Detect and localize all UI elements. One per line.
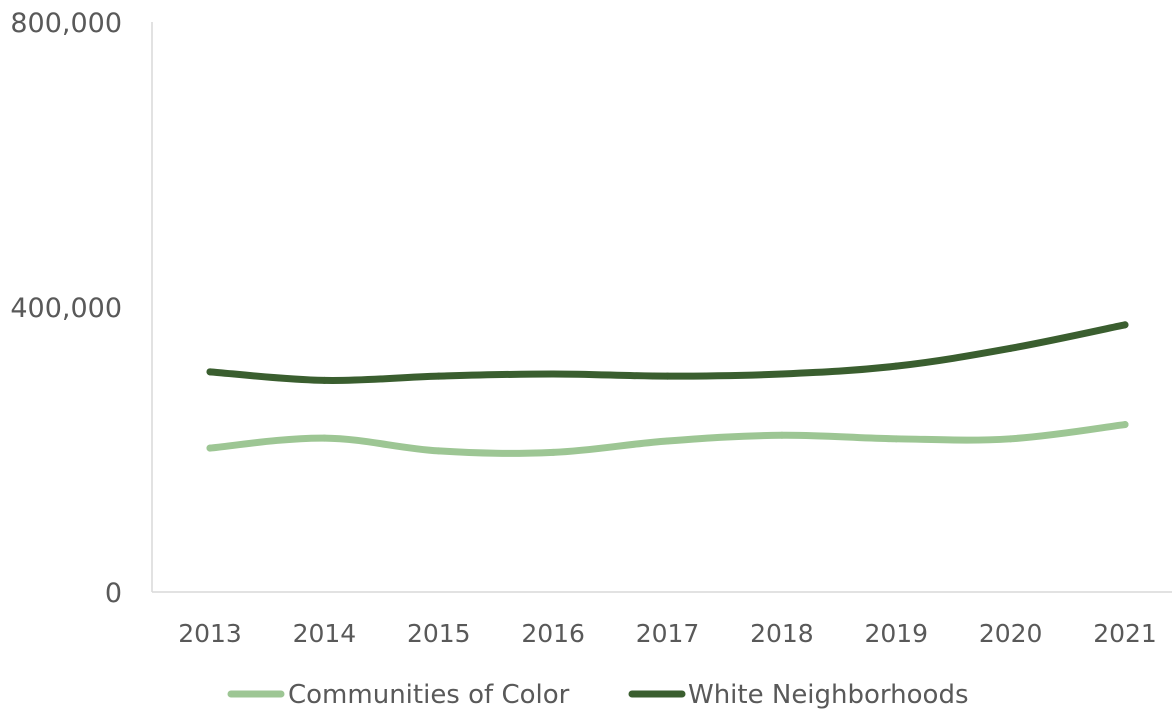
series-lines [206, 321, 1129, 457]
x-tick-label: 2014 [293, 619, 357, 648]
y-tick-label: 400,000 [10, 293, 122, 324]
x-tick-label: 2021 [1093, 619, 1157, 648]
y-tick-label: 0 [105, 578, 122, 609]
x-axis-ticks: 2013 2014 2015 2016 2017 2018 2019 2020 2021 [178, 619, 1157, 648]
data-point [664, 437, 671, 445]
x-tick-label: 2019 [864, 619, 928, 648]
data-point [206, 444, 214, 452]
data-point [892, 362, 900, 370]
x-tick-label: 2013 [178, 619, 242, 648]
legend-label: White Neighborhoods [688, 680, 969, 710]
y-tick-label: 800,000 [10, 8, 122, 39]
data-point [320, 434, 328, 442]
x-tick-label: 2017 [636, 619, 700, 648]
x-tick-label: 2018 [750, 619, 814, 648]
data-point [549, 448, 557, 456]
x-tick-label: 2015 [407, 619, 471, 648]
data-point [320, 376, 328, 384]
data-point [435, 447, 443, 455]
data-point [549, 370, 557, 378]
data-point [892, 435, 900, 443]
legend: Communities of Color White Neighborhoods [227, 680, 969, 710]
data-point [1121, 421, 1129, 429]
legend-label: Communities of Color [288, 680, 570, 710]
data-point [778, 431, 786, 439]
data-point [664, 372, 671, 380]
data-point [435, 372, 443, 380]
data-point [1007, 344, 1015, 352]
series-line-white-neighborhoods [206, 321, 1129, 384]
x-tick-label: 2020 [979, 619, 1043, 648]
y-axis-ticks: 0 400,000 800,000 [10, 8, 122, 609]
x-tick-label: 2016 [521, 619, 585, 648]
data-point [778, 370, 786, 378]
data-point [1007, 435, 1015, 443]
data-point [206, 368, 214, 376]
data-point [1121, 321, 1129, 329]
